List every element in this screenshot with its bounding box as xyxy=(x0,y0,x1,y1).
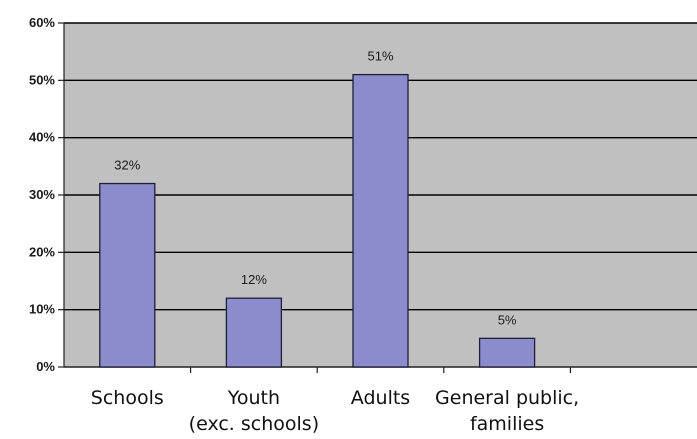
y-tick-label: 10% xyxy=(29,302,55,317)
y-tick-label: 40% xyxy=(29,130,55,145)
x-tick-label: General public, xyxy=(435,387,579,409)
x-tick-labels: Schools Youth (exc. schools) Adults General … xyxy=(91,387,579,435)
x-axis xyxy=(64,366,697,373)
y-tick-label: 30% xyxy=(29,187,55,202)
x-tick-label: families xyxy=(470,413,544,435)
x-tick-label: Adults xyxy=(351,387,410,409)
y-tick-label: 20% xyxy=(29,244,55,259)
data-labels: 32% 12% 51% 5% xyxy=(114,49,517,328)
data-label: 5% xyxy=(498,312,517,327)
x-tick-label: (exc. schools) xyxy=(189,413,319,435)
y-axis: 0% 10% 20% 30% 40% 50% 60% xyxy=(29,15,65,374)
x-tick-label: Schools xyxy=(91,387,164,409)
y-tick-label: 50% xyxy=(29,72,55,87)
bar xyxy=(99,182,156,368)
bar xyxy=(352,73,409,368)
y-tick-label: 0% xyxy=(36,359,55,374)
bars xyxy=(99,73,536,368)
x-tick-label: Youth xyxy=(227,387,280,409)
y-tick-label: 60% xyxy=(29,15,55,30)
bar xyxy=(478,337,536,368)
bar xyxy=(225,297,283,368)
data-label: 32% xyxy=(114,158,140,173)
data-label: 51% xyxy=(367,49,393,64)
data-label: 12% xyxy=(241,272,267,287)
